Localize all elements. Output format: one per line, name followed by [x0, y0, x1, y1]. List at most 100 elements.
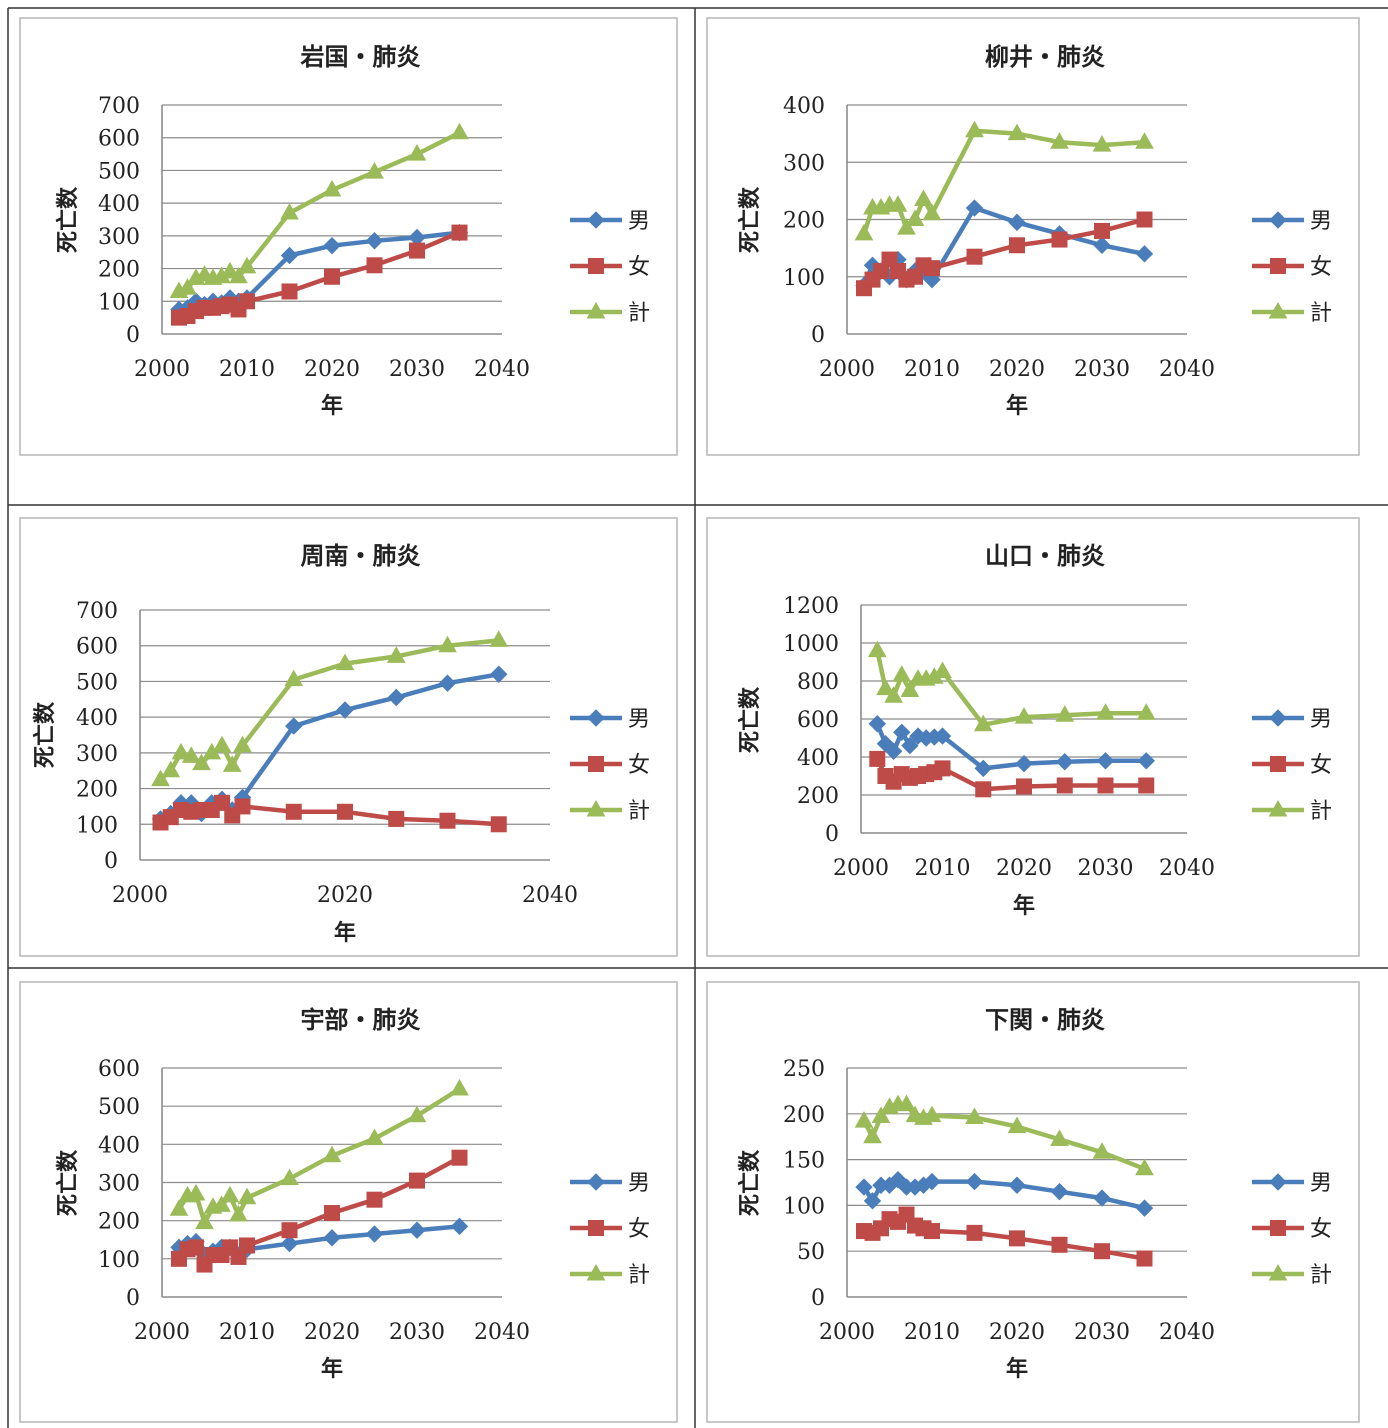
- data-point: [178, 278, 197, 295]
- x-tick-label: 2000: [833, 856, 889, 881]
- data-point: [1093, 236, 1111, 254]
- legend-label: 計: [628, 301, 650, 326]
- data-point: [239, 1237, 255, 1254]
- data-point: [1097, 777, 1114, 794]
- data-point: [1096, 752, 1115, 770]
- y-tick-label: 500: [76, 670, 118, 695]
- x-tick-label: 2020: [304, 357, 360, 382]
- data-point: [151, 769, 170, 787]
- series-male: [868, 715, 1155, 778]
- y-tick-label: 200: [783, 209, 825, 234]
- legend-label: 女: [1310, 1217, 1332, 1242]
- x-tick-label: 2010: [904, 357, 960, 382]
- data-point: [1137, 752, 1155, 770]
- data-point: [490, 816, 507, 833]
- x-tick-label: 2010: [915, 856, 971, 881]
- data-point: [1051, 1236, 1068, 1253]
- x-tick-label: 2020: [989, 1320, 1045, 1345]
- x-tick-label: 2000: [819, 1320, 875, 1345]
- data-point: [855, 1178, 873, 1196]
- data-point: [974, 759, 992, 778]
- data-point: [966, 1224, 983, 1241]
- series-female: [856, 1206, 1153, 1267]
- x-axis-label: 年: [1006, 1356, 1028, 1382]
- legend-label: 男: [1310, 1171, 1332, 1196]
- legend-marker: [1268, 301, 1288, 319]
- y-tick-label: 300: [98, 1172, 140, 1197]
- chart-panel-6: 下関・肺炎 0 50 100 150 200 250 2000 2010 2020 2030 2040…: [706, 981, 1360, 1423]
- legend-marker: [586, 799, 606, 817]
- data-point: [1096, 703, 1115, 720]
- data-point: [222, 755, 242, 772]
- x-tick-label: 2040: [1159, 1320, 1215, 1345]
- data-point: [1093, 1189, 1111, 1207]
- data-point: [1092, 1142, 1112, 1159]
- x-tick-label: 2030: [389, 357, 445, 382]
- y-tick-label: 100: [98, 290, 140, 315]
- data-point: [285, 803, 302, 820]
- data-point: [1007, 1116, 1027, 1134]
- legend-marker: [1270, 1220, 1286, 1236]
- chart-frame: [706, 981, 1360, 1423]
- chart-title: 周南・肺炎: [301, 541, 421, 570]
- data-point: [1009, 237, 1025, 254]
- legend-item: 計: [1252, 301, 1332, 326]
- y-axis-label: 死亡数: [737, 186, 763, 253]
- data-point: [900, 680, 920, 697]
- y-tick-label: 200: [98, 258, 140, 283]
- x-tick-label: 2020: [304, 1320, 360, 1345]
- chart-panel-4: 山口・肺炎 0 200 400 600 800 1000 1200 2000 2010 2020 20…: [706, 517, 1360, 957]
- x-tick-label: 2040: [474, 357, 530, 382]
- data-point: [1136, 703, 1156, 720]
- x-tick-label: 2040: [522, 883, 578, 908]
- data-point: [965, 1107, 984, 1124]
- x-tick-label: 2000: [134, 1320, 190, 1345]
- data-point: [1050, 132, 1069, 149]
- y-tick-label: 400: [98, 192, 140, 217]
- data-point: [1055, 705, 1075, 722]
- data-point: [280, 202, 299, 220]
- data-point: [281, 1222, 298, 1239]
- y-tick-label: 200: [797, 784, 839, 809]
- legend-item: 女: [570, 753, 650, 778]
- data-point: [1094, 222, 1110, 239]
- data-point: [922, 1105, 942, 1123]
- y-tick-label: 250: [783, 1057, 825, 1082]
- data-point: [1009, 1230, 1025, 1247]
- data-point: [1050, 1182, 1069, 1201]
- data-point: [233, 735, 252, 753]
- data-point: [1007, 123, 1027, 141]
- data-point: [854, 1111, 874, 1128]
- legend-item: 男: [1252, 1171, 1332, 1196]
- data-point: [192, 753, 211, 771]
- legend-label: 計: [1310, 799, 1332, 824]
- x-tick-label: 2010: [219, 357, 275, 382]
- data-point: [973, 714, 993, 732]
- series-female: [171, 224, 468, 326]
- legend-item: 男: [570, 1171, 650, 1196]
- data-point: [408, 1221, 426, 1239]
- data-point: [324, 268, 340, 285]
- chart-panel-2: 柳井・肺炎 0 100 200 300 400 2000 2010 2020 2030 2040 年 死…: [706, 17, 1360, 456]
- y-tick-label: 200: [98, 1210, 140, 1235]
- data-point: [181, 746, 201, 763]
- x-tick-label: 2040: [1159, 856, 1215, 881]
- chart-frame: [706, 517, 1360, 957]
- legend-item: 女: [570, 1217, 650, 1242]
- data-point: [280, 1168, 299, 1186]
- y-tick-label: 300: [76, 742, 118, 767]
- data-point: [409, 1172, 425, 1189]
- y-tick-label: 300: [98, 225, 140, 250]
- legend-label: 男: [628, 209, 650, 234]
- legend-label: 計: [1310, 1263, 1332, 1288]
- legend-item: 女: [570, 255, 650, 280]
- y-tick-label: 400: [98, 1133, 140, 1158]
- data-point: [934, 760, 951, 777]
- legend-marker: [586, 1263, 606, 1281]
- x-tick-label: 2030: [1074, 357, 1130, 382]
- legend-item: 女: [1252, 1217, 1332, 1242]
- legend-label: 男: [1310, 209, 1332, 234]
- data-point: [884, 742, 903, 761]
- data-point: [229, 266, 248, 284]
- data-point: [188, 1239, 204, 1256]
